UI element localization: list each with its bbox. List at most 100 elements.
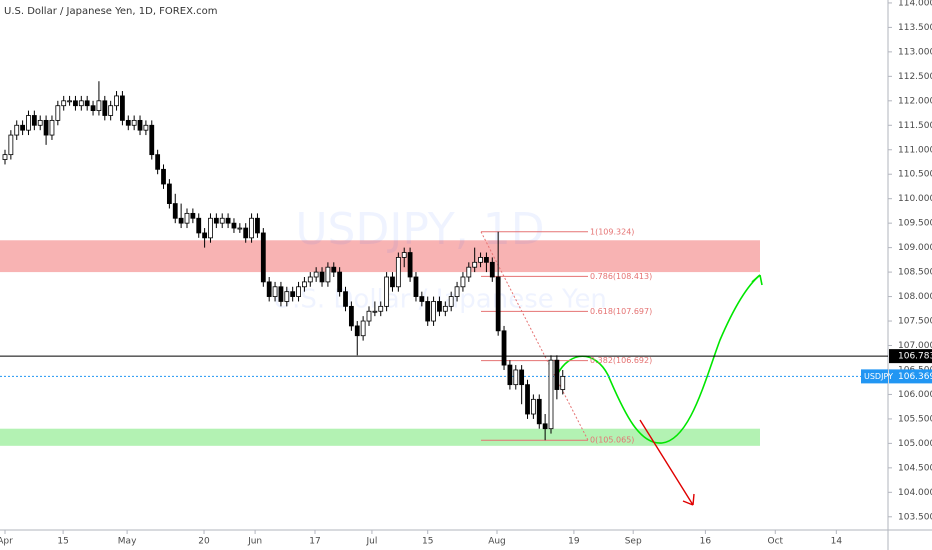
candle-body <box>366 310 372 322</box>
candle-body <box>530 398 536 415</box>
y-tick-label: 104.500 <box>898 463 932 473</box>
y-tick-label: 105.500 <box>898 414 932 424</box>
candle-body <box>219 217 225 224</box>
y-tick-label: 108.500 <box>898 268 932 278</box>
y-tick-label: 104.000 <box>898 488 932 498</box>
y-tick-label: 111.000 <box>898 145 932 155</box>
candle-body <box>260 232 266 283</box>
candle-body <box>472 261 478 268</box>
candle-body <box>155 154 161 170</box>
candle-body <box>495 276 501 332</box>
symbol-tag-label: USDJPY <box>864 372 893 381</box>
candle-body <box>437 301 442 312</box>
projection-curve <box>556 274 761 444</box>
candle-body <box>67 100 72 103</box>
candle-body <box>84 100 90 107</box>
price-tag-label: 106.369 <box>898 372 932 382</box>
y-tick-label: 113.000 <box>898 47 932 57</box>
candle-body <box>255 217 260 234</box>
fib-label: 1(109.324) <box>590 227 634 236</box>
candle-body <box>237 227 243 230</box>
candle-body <box>196 217 202 234</box>
candle-body <box>49 119 55 136</box>
candle-body <box>166 183 172 204</box>
candle-body <box>37 119 43 126</box>
x-tick-label: 14 <box>831 537 843 547</box>
x-tick-label: 15 <box>57 537 68 547</box>
zone <box>0 240 760 273</box>
candle-body <box>360 320 366 337</box>
candle-body <box>120 95 125 121</box>
fib-label: 0.618(107.697) <box>590 307 652 316</box>
candle-body <box>14 124 20 136</box>
candle-body <box>55 105 61 121</box>
x-tick-label: 15 <box>422 537 433 547</box>
candle-body <box>102 100 108 116</box>
bearish-arrow <box>639 419 695 506</box>
candle-body <box>172 203 178 219</box>
candle-body <box>249 217 254 239</box>
x-tick-label: Sep <box>625 537 642 547</box>
candle-body <box>61 100 67 107</box>
candle-body <box>419 296 425 302</box>
y-tick-label: 112.000 <box>898 96 932 106</box>
y-tick-label: 112.500 <box>898 72 932 82</box>
candle-body <box>466 266 472 278</box>
candle-body <box>484 257 489 263</box>
candle-body <box>542 423 548 430</box>
zone <box>0 428 760 446</box>
candle-body <box>190 212 196 219</box>
y-tick-label: 110.000 <box>898 194 932 204</box>
candle-body <box>348 305 354 327</box>
candle-body <box>519 369 525 386</box>
candle-body <box>448 296 454 307</box>
candle-body <box>401 252 407 258</box>
candle-body <box>513 369 519 386</box>
candle-body <box>343 291 348 307</box>
candle-body <box>231 222 237 229</box>
candle-body <box>96 100 102 112</box>
candle-body <box>390 276 395 288</box>
candle-body <box>525 384 530 415</box>
candle-body <box>278 286 284 302</box>
y-tick-label: 103.500 <box>898 512 932 522</box>
candle-body <box>413 276 419 297</box>
x-tick-label: 20 <box>198 537 210 547</box>
candle-body <box>272 286 278 297</box>
candle-body <box>442 305 448 312</box>
candle-body <box>73 100 78 107</box>
candle-body <box>202 232 208 239</box>
x-tick-label: Apr <box>0 537 13 547</box>
candle-body <box>313 271 319 278</box>
candle-body <box>131 119 137 126</box>
candle-body <box>554 359 560 390</box>
y-tick-label: 109.500 <box>898 219 932 229</box>
x-tick-label: May <box>118 537 137 547</box>
candle-body <box>184 212 190 224</box>
candle-body <box>137 119 143 131</box>
candle-body <box>560 375 566 390</box>
candle-body <box>213 217 219 224</box>
y-tick-label: 110.500 <box>898 170 932 180</box>
candle-body <box>208 217 213 239</box>
candle-body <box>296 286 301 297</box>
y-tick-label: 114.000 <box>898 0 932 8</box>
candle-body <box>2 154 8 160</box>
candle-body <box>266 281 272 297</box>
candle-body <box>284 291 290 302</box>
candle-body <box>372 310 378 313</box>
fib-label: 0(105.065) <box>590 436 634 445</box>
candle-body <box>354 325 360 337</box>
y-tick-label: 106.000 <box>898 390 932 400</box>
candle-body <box>337 271 343 293</box>
y-tick-label: 105.000 <box>898 439 932 449</box>
candle-body <box>425 301 431 322</box>
candle-body <box>43 119 49 136</box>
candle-body <box>114 95 119 107</box>
candle-body <box>489 261 495 278</box>
candle-body <box>407 252 413 278</box>
chart-title: U.S. Dollar / Japanese Yen, 1D, FOREX.co… <box>4 6 217 17</box>
y-tick-label: 109.000 <box>898 243 932 253</box>
